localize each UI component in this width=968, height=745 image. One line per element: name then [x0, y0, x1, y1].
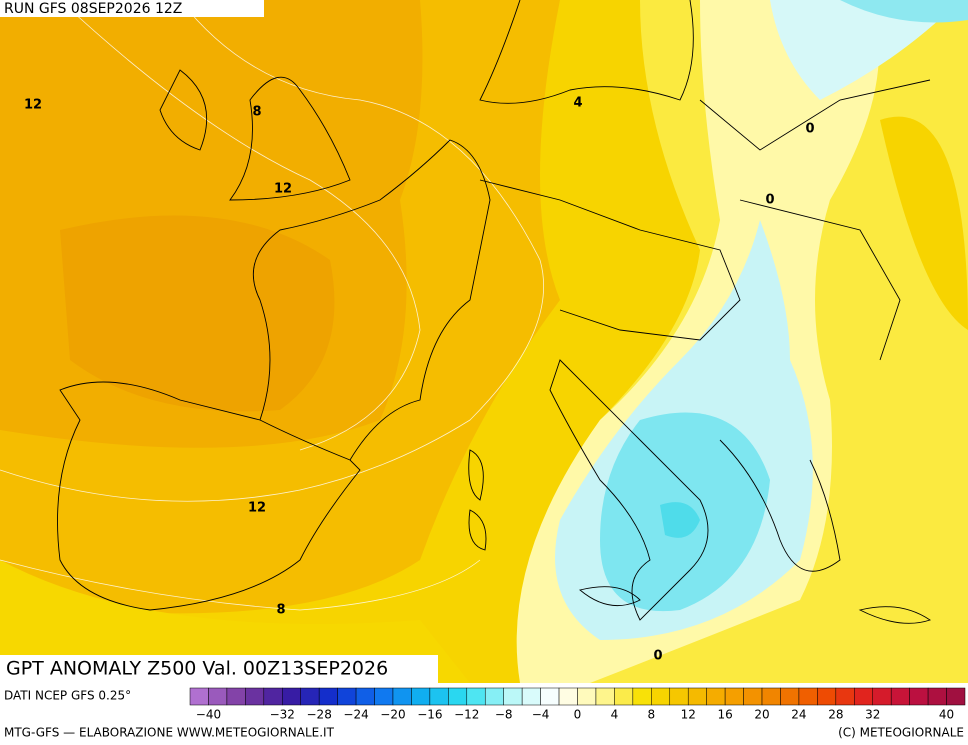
colorbar-swatch: [854, 687, 873, 706]
colorbar-tick-label: −40: [196, 708, 221, 722]
colorbar-swatch: [927, 687, 947, 706]
contour-label: 8: [276, 603, 285, 618]
colorbar-swatch: [189, 687, 209, 706]
credit: MTG-GFS — ELABORAZIONE WWW.METEOGIORNALE…: [4, 726, 335, 740]
colorbar-swatch: [318, 687, 338, 706]
colorbar-swatch: [780, 687, 800, 706]
colorbar-swatch: [724, 687, 744, 706]
colorbar-swatch: [300, 687, 320, 706]
contour-label: 12: [274, 182, 292, 197]
contour-label: 12: [24, 98, 42, 113]
colorbar-swatch: [392, 687, 412, 706]
colorbar-tick-label: 4: [611, 708, 619, 722]
colorbar-tick-label: −16: [417, 708, 442, 722]
contour-label: 0: [765, 193, 774, 208]
contour-label: 0: [653, 649, 662, 664]
colorbar-tick-label: 0: [574, 708, 582, 722]
colorbar-swatch: [503, 687, 523, 706]
colorbar-tick-label: 24: [791, 708, 806, 722]
contour-label: 12: [248, 501, 266, 516]
colorbar-swatch: [355, 687, 375, 706]
colorbar-swatch: [337, 687, 357, 706]
colorbar-tick-label: −20: [380, 708, 405, 722]
contour-label: 4: [573, 96, 582, 111]
colorbar-swatch: [540, 687, 560, 706]
colorbar-swatch: [245, 687, 265, 706]
colorbar-swatch: [226, 687, 246, 706]
map: [0, 0, 968, 683]
colorbar-tick-label: 12: [681, 708, 696, 722]
colorbar-swatch: [208, 687, 228, 706]
contour-label: 0: [805, 122, 814, 137]
colorbar-swatch: [798, 687, 818, 706]
colorbar-swatch: [761, 687, 781, 706]
colorbar-swatch: [817, 687, 837, 706]
colorbar-tick-label: −12: [454, 708, 479, 722]
colorbar-tick-label: 40: [939, 708, 954, 722]
colorbar-swatch: [614, 687, 634, 706]
colorbar-swatch: [706, 687, 726, 706]
colorbar-tick-label: 28: [828, 708, 843, 722]
colorbar-tick-label: 32: [865, 708, 880, 722]
colorbar-swatch: [909, 687, 929, 706]
colorbar-swatch: [872, 687, 892, 706]
colorbar-tick-label: 16: [717, 708, 732, 722]
colorbar-swatch: [651, 687, 671, 706]
run-label: RUN GFS 08SEP2026 12Z: [4, 1, 182, 17]
colorbar-tick-label: −8: [495, 708, 513, 722]
colorbar-tick-label: 8: [647, 708, 655, 722]
colorbar-swatch: [946, 687, 966, 706]
colorbar-swatch: [743, 687, 763, 706]
title-box: [0, 655, 438, 683]
source-label: DATI NCEP GFS 0.25°: [4, 689, 131, 703]
colorbar: −40 −32 −28 −24 −20 −16 −12 −8 −4 0 4 8 12 16 20 24 28 32…: [189, 687, 966, 722]
colorbar-tick-label: −24: [343, 708, 368, 722]
colorbar-swatch: [263, 687, 283, 706]
contour-label: 8: [252, 105, 261, 120]
colorbar-tick-label: −4: [532, 708, 550, 722]
colorbar-swatch: [429, 687, 449, 706]
colorbar-swatch: [374, 687, 394, 706]
colorbar-swatch: [282, 687, 301, 706]
colorbar-tick-label: −32: [270, 708, 295, 722]
copyright: (C) METEOGIORNALE: [838, 726, 964, 740]
colorbar-swatch: [669, 687, 689, 706]
colorbar-swatch: [448, 687, 468, 706]
colorbar-swatch: [521, 687, 541, 706]
run-box: [0, 0, 264, 17]
colorbar-swatch: [466, 687, 486, 706]
colorbar-swatch: [632, 687, 652, 706]
contour-labels: 12 8 4 0 12 0 12 8 0: [24, 96, 815, 664]
colorbar-swatch: [835, 687, 855, 706]
colorbar-swatch: [484, 687, 504, 706]
colorbar-swatch: [687, 687, 707, 706]
colorbar-swatch: [558, 687, 578, 706]
colorbar-tick-label: 20: [754, 708, 769, 722]
colorbar-swatch: [411, 687, 431, 706]
colorbar-tick-label: −28: [307, 708, 332, 722]
colorbar-swatch: [890, 687, 910, 706]
colorbar-swatch: [595, 687, 615, 706]
colorbar-swatch: [577, 687, 597, 706]
map-title: GPT ANOMALY Z500 Val. 00Z13SEP2026: [6, 658, 388, 680]
